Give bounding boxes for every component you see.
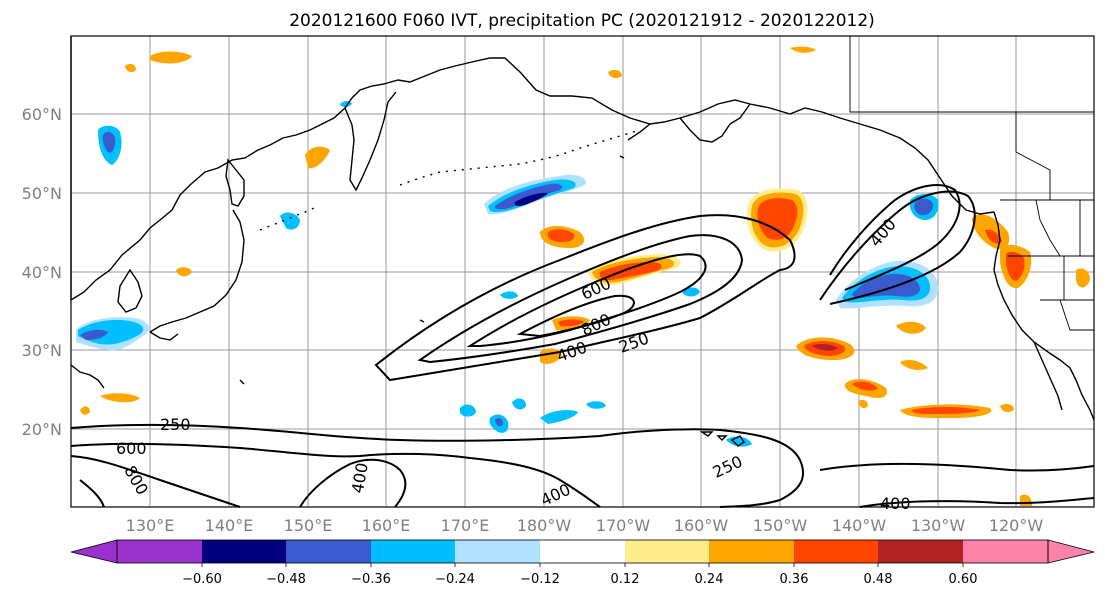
map-frame bbox=[70, 35, 1095, 508]
colorbar-swatch bbox=[963, 540, 1048, 563]
map-title: 2020121600 F060 IVT, precipitation PC (2… bbox=[289, 11, 875, 31]
colorbar-extend-low bbox=[70, 539, 118, 564]
lon-label: 140°E bbox=[205, 516, 254, 535]
colorbar-swatch bbox=[117, 540, 202, 563]
lon-label: 170°W bbox=[596, 516, 651, 535]
borders bbox=[849, 36, 1094, 331]
contour-label: 250 bbox=[160, 415, 191, 434]
colorbar-tick: 0.60 bbox=[949, 572, 978, 587]
coastlines bbox=[70, 36, 1095, 447]
lat-label: 30°N bbox=[22, 341, 62, 360]
colorbar-tick: −0.48 bbox=[266, 572, 306, 587]
colorbar-swatch bbox=[794, 540, 878, 563]
lon-label: 150°E bbox=[284, 516, 333, 535]
colorbar-tick: −0.36 bbox=[351, 572, 391, 587]
longitude-labels: 130°E 140°E 150°E 160°E 170°E 180°W 170°… bbox=[126, 516, 1044, 535]
lon-label: 120°W bbox=[989, 516, 1044, 535]
lon-label: 170°E bbox=[441, 516, 490, 535]
colorbar-tick: 0.48 bbox=[864, 572, 893, 587]
lon-label: 140°W bbox=[832, 516, 887, 535]
colorbar-swatch bbox=[371, 540, 455, 563]
lon-label: 130°W bbox=[911, 516, 966, 535]
colorbar-tick: 0.36 bbox=[780, 572, 809, 587]
colorbar-swatch bbox=[202, 540, 286, 563]
colorbar-tick: −0.24 bbox=[435, 572, 475, 587]
lat-label: 20°N bbox=[22, 420, 62, 439]
lon-label: 150°W bbox=[753, 516, 808, 535]
lon-label: 130°E bbox=[126, 516, 175, 535]
colorbar-swatch bbox=[540, 540, 625, 563]
colorbar-tick: −0.60 bbox=[182, 572, 222, 587]
latitude-labels: 60°N 50°N 40°N 30°N 20°N bbox=[22, 105, 62, 439]
colorbar-tick: 0.12 bbox=[611, 572, 640, 587]
lat-label: 40°N bbox=[22, 263, 62, 282]
colorbar-swatch bbox=[878, 540, 963, 563]
colorbar-tick: −0.12 bbox=[520, 572, 560, 587]
lat-label: 50°N bbox=[22, 184, 62, 203]
lon-label: 180°W bbox=[517, 516, 572, 535]
ivt-contours bbox=[70, 184, 1095, 508]
colorbar-extend-high bbox=[1047, 539, 1095, 564]
colorbar-tick: 0.24 bbox=[695, 572, 724, 587]
lon-label: 160°E bbox=[362, 516, 411, 535]
lon-label: 160°W bbox=[674, 516, 729, 535]
colorbar: −0.60 −0.48 −0.36 −0.24 −0.12 0.12 0.24 … bbox=[70, 539, 1095, 587]
lat-label: 60°N bbox=[22, 105, 62, 124]
contour-label: 600 bbox=[116, 439, 147, 458]
colorbar-swatch bbox=[286, 540, 371, 563]
colorbar-swatch bbox=[709, 540, 794, 563]
colorbar-swatch bbox=[625, 540, 709, 563]
contour-label: 400 bbox=[880, 494, 911, 513]
colorbar-swatch bbox=[455, 540, 540, 563]
